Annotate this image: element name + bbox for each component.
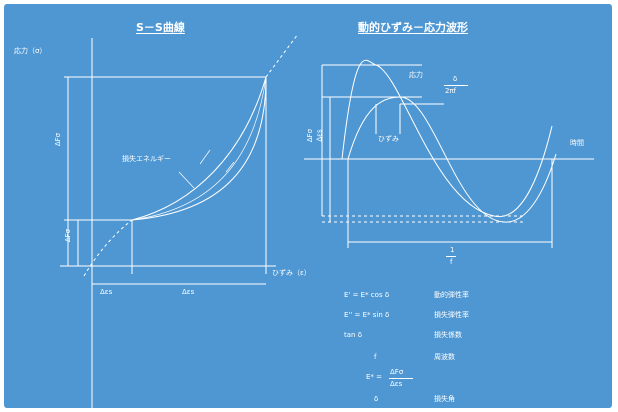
legend-formula-complex-prefix: E* =: [366, 374, 382, 381]
diagram-panel: S－S曲線 応力（σ） 損失エネルギー ひずみ（ε） ΔFσ ΔFσ Δεs Δ…: [4, 4, 612, 408]
legend-formula-angle: δ: [374, 396, 378, 403]
diagram-graphics: [4, 4, 612, 408]
stress-wave: [342, 60, 552, 216]
phase-denominator: 2πf: [445, 88, 456, 95]
ss-arrow-up: [200, 150, 210, 164]
delta-eps-2-label: Δεs: [182, 289, 194, 296]
legend-formula-storage: E' = E* cos δ: [344, 292, 389, 299]
period-fraction-bar: [446, 256, 456, 257]
period-numerator: 1: [450, 247, 454, 254]
legend-desc-storage: 動的弾性率: [434, 292, 469, 299]
period-denominator: f: [450, 259, 452, 266]
ss-curve-title: S－S曲線: [136, 22, 185, 33]
stress-wave-label: 応力: [409, 72, 423, 79]
ss-arrow-down: [226, 162, 234, 172]
strain-wave-label: ひずみ: [378, 136, 399, 143]
delta-f-small-label: ΔFσ: [65, 229, 72, 242]
amp-strain-label: Δεs: [317, 129, 324, 141]
phase-fraction-bar: [444, 85, 468, 86]
ss-unloading-curve: [132, 77, 266, 220]
ss-dashed-curve: [84, 220, 132, 276]
strain-axis-label: ひずみ（ε）: [272, 270, 311, 277]
legend-desc-angle: 損失角: [434, 396, 455, 403]
legend-desc-tan: 損失係数: [434, 332, 462, 339]
phase-numerator: δ: [453, 76, 457, 83]
amp-stress-label: ΔFσ: [307, 129, 314, 142]
ss-energy-pointer: [179, 172, 194, 188]
ss-dashed-extension: [266, 34, 298, 77]
legend-formula-tan: tan δ: [344, 332, 362, 339]
legend-formula-complex-num: ΔFσ: [390, 369, 403, 376]
strain-wave: [348, 97, 556, 222]
delta-eps-1-label: Δεs: [100, 289, 112, 296]
ss-inner-curve: [132, 77, 266, 220]
legend-desc-loss: 損失弾性率: [434, 312, 469, 319]
stress-axis-label: 応力（σ）: [14, 48, 46, 55]
loss-energy-label: 損失エネルギー: [122, 156, 171, 163]
waveform-title: 動的ひずみ－応力波形: [358, 22, 468, 33]
legend-formula-freq: f: [374, 354, 376, 361]
legend-complex-fraction-bar: [389, 378, 413, 379]
legend-formula-loss: E'' = E* sin δ: [344, 312, 389, 319]
time-label: 時間: [570, 140, 584, 147]
delta-f-label: ΔFσ: [55, 133, 62, 146]
ss-curve-diagram: [60, 34, 298, 408]
legend-desc-freq: 周波数: [434, 354, 455, 361]
legend-formula-complex-den: Δεs: [390, 381, 402, 388]
ss-loading-curve: [132, 77, 266, 220]
